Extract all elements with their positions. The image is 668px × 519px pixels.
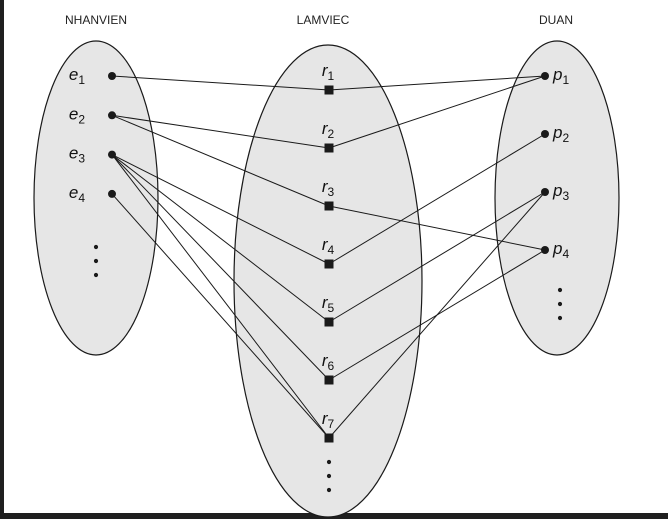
link-r4-p2 (328, 133, 546, 265)
label-r1: r1 (322, 61, 335, 83)
ellipsis-dot (557, 315, 563, 321)
link-e3-r6 (111, 154, 330, 381)
link-e2-r2 (111, 114, 330, 149)
node-e1 (108, 72, 116, 80)
node-r3 (324, 201, 334, 211)
set-title-duan: DUAN (539, 13, 573, 27)
label-p2: p2 (552, 123, 569, 145)
link-e1-r1 (111, 75, 330, 91)
set-title-lamviec: LAMVIEC (297, 13, 350, 27)
ellipsis-dot (557, 287, 563, 293)
label-e2: e2 (69, 104, 85, 126)
node-e4 (108, 189, 116, 198)
continuation-ellipses (93, 244, 563, 493)
ellipsis-dot (326, 459, 332, 465)
ellipsis-duan (557, 287, 563, 321)
node-r5 (324, 317, 334, 327)
ellipsis-dot (326, 487, 332, 493)
link-r5-p3 (328, 191, 546, 323)
set-ellipse-duan (494, 40, 620, 356)
label-p4: p4 (552, 239, 569, 261)
node-p1 (541, 72, 549, 80)
set-ellipse-lamviec (233, 44, 423, 518)
node-r2 (324, 143, 334, 153)
set-elements: e1 e2 e3 e4 r1 r2 r3 r4 r5 r6 r7 p1 p2 p3 p4 (69, 61, 569, 443)
node-r4 (324, 259, 334, 269)
link-e2-r3 (111, 114, 330, 207)
link-r3-p4 (328, 205, 546, 251)
label-r7: r7 (322, 409, 335, 431)
link-e4-r7 (111, 193, 330, 439)
label-e4: e4 (69, 183, 85, 205)
ellipsis-dot (557, 301, 563, 307)
node-p4 (541, 246, 549, 254)
node-e2 (108, 111, 116, 120)
label-e3: e3 (69, 144, 85, 166)
link-e3-r7 (111, 154, 330, 439)
node-p3 (541, 188, 549, 196)
node-p2 (541, 130, 549, 138)
link-e3-r4 (111, 154, 330, 265)
label-r5: r5 (322, 293, 335, 315)
ellipsis-lamviec (326, 459, 332, 493)
ellipsis-dot (93, 244, 99, 250)
label-r6: r6 (322, 351, 335, 373)
label-p1: p1 (552, 65, 569, 87)
ellipsis-dot (93, 272, 99, 278)
label-r3: r3 (322, 177, 335, 199)
link-r2-p1 (328, 75, 546, 149)
node-r6 (324, 375, 334, 385)
label-r2: r2 (322, 119, 335, 141)
label-r4: r4 (322, 235, 335, 257)
node-e3 (108, 150, 116, 159)
ellipsis-dot (93, 258, 99, 264)
ellipsis-nhanvien (93, 244, 99, 278)
link-r1-p1 (328, 75, 546, 91)
node-r1 (324, 85, 334, 95)
node-r7 (324, 433, 334, 443)
relationship-links (111, 75, 546, 439)
ellipsis-dot (326, 473, 332, 479)
link-e3-r5 (111, 154, 330, 323)
label-p3: p3 (552, 181, 569, 203)
set-ellipse-nhanvien (33, 40, 159, 356)
link-r7-p3 (328, 191, 546, 439)
label-e1: e1 (69, 65, 85, 87)
set-title-nhanvien: NHANVIEN (65, 13, 127, 27)
